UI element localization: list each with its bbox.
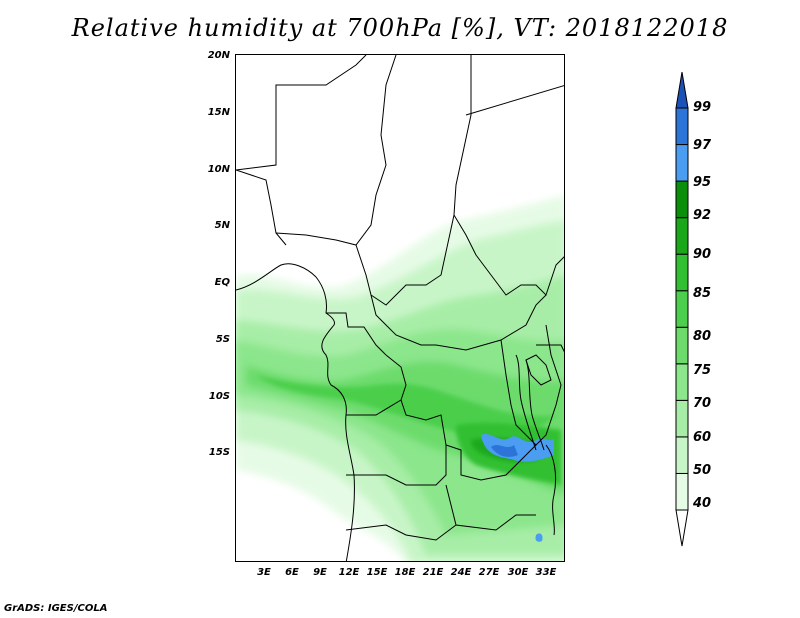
colorbar-label: 92 (693, 208, 712, 223)
lat-label: EQ (214, 277, 230, 288)
lon-label: 18E (394, 567, 416, 578)
lon-label: 12E (338, 567, 360, 578)
lat-label: 10N (207, 164, 230, 175)
colorbar-segment (675, 509, 689, 547)
map-title: Relative humidity at 700hPa [%], VT: 201… (71, 14, 729, 42)
colorbar-segment (675, 144, 689, 182)
credit-text: GrADS: IGES/COLA (4, 603, 108, 614)
colorbar-segment (675, 180, 689, 219)
colorbar-label: 85 (693, 286, 712, 301)
lat-label: 10S (208, 391, 230, 402)
humidity-map (236, 55, 564, 561)
colorbar-segment (675, 290, 689, 328)
lon-label: 3E (257, 567, 271, 578)
lon-label: 21E (422, 567, 444, 578)
colorbar-label: 80 (693, 329, 712, 344)
colorbar-label: 99 (693, 100, 712, 115)
colorbar-segment (675, 436, 689, 474)
lat-label: 20N (207, 50, 230, 61)
colorbar-segment (675, 472, 689, 511)
lon-label: 30E (507, 567, 529, 578)
colorbar-label: 70 (693, 396, 712, 411)
colorbar-segment (675, 326, 689, 365)
colorbar-segment (675, 399, 689, 438)
colorbar-segment (675, 217, 689, 255)
colorbar-label: 40 (693, 496, 712, 511)
lat-label: 5N (214, 220, 230, 231)
colorbar (675, 72, 689, 547)
colorbar-label: 95 (693, 175, 712, 190)
colorbar-label: 50 (693, 463, 712, 478)
lat-label: 15N (207, 107, 230, 118)
colorbar-label: 90 (693, 247, 712, 262)
colorbar-segment (675, 72, 689, 109)
lon-label: 9E (313, 567, 327, 578)
lon-label: 33E (535, 567, 557, 578)
humidity-shading (236, 195, 564, 561)
lon-label: 6E (285, 567, 299, 578)
lon-label: 24E (450, 567, 472, 578)
lat-label: 5S (215, 334, 230, 345)
colorbar-segment (675, 253, 689, 292)
lat-label: 15S (208, 447, 230, 458)
colorbar-label: 97 (693, 138, 712, 153)
colorbar-label: 75 (693, 363, 712, 378)
colorbar-segment (675, 107, 689, 146)
country-borders (236, 55, 564, 561)
map-panel (235, 54, 565, 562)
lon-label: 27E (478, 567, 500, 578)
colorbar-segment (675, 363, 689, 401)
colorbar-label: 60 (693, 430, 712, 445)
lon-label: 15E (366, 567, 388, 578)
